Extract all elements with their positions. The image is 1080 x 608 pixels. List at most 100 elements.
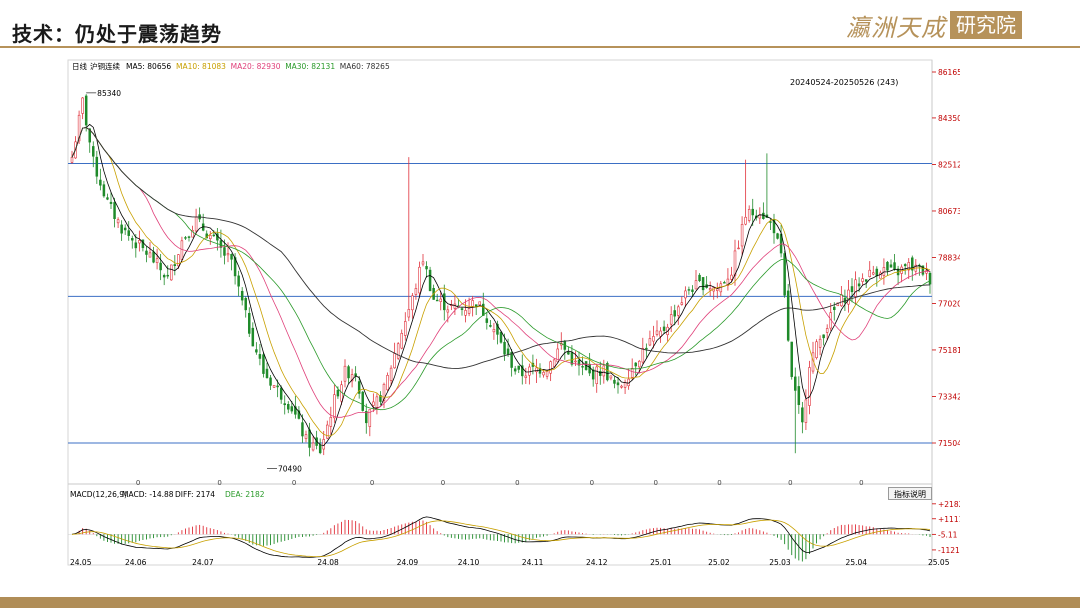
candle-body bbox=[84, 95, 88, 126]
candle-body bbox=[556, 348, 559, 363]
x-tick-label: 24.10 bbox=[458, 558, 480, 567]
candle-body bbox=[148, 252, 152, 258]
candle-body bbox=[623, 382, 627, 388]
candle-body bbox=[595, 366, 598, 384]
candle-body bbox=[634, 362, 637, 367]
candle-body bbox=[123, 227, 127, 231]
candle-body bbox=[404, 321, 407, 336]
candle-body bbox=[638, 360, 641, 368]
ma-legend-ma60: MA60: 78265 bbox=[340, 62, 390, 71]
candle-body bbox=[694, 280, 698, 290]
macd-tick-label: +1111 bbox=[938, 515, 960, 524]
candle-body bbox=[304, 434, 308, 439]
candle-body bbox=[418, 266, 421, 294]
candle-body bbox=[382, 383, 386, 401]
price-tick-label: 75181 bbox=[938, 346, 960, 355]
candle-body bbox=[439, 298, 442, 302]
candle-body bbox=[131, 238, 134, 241]
candle-body bbox=[92, 146, 95, 157]
x-mini-tick: 0 bbox=[217, 479, 221, 487]
candle-body bbox=[489, 325, 492, 327]
candle-body bbox=[680, 302, 684, 305]
candle-body bbox=[889, 264, 893, 268]
candle-body bbox=[815, 341, 818, 359]
candle-body bbox=[297, 410, 301, 419]
brand-box: 研究院 bbox=[950, 11, 1022, 39]
candle-body bbox=[708, 288, 712, 291]
candle-body bbox=[446, 309, 450, 313]
candle-body bbox=[180, 240, 184, 260]
candle-body bbox=[769, 221, 772, 223]
candle-body bbox=[684, 290, 687, 299]
candle-body bbox=[336, 389, 340, 397]
brand-name: 瀛洲天成 bbox=[846, 13, 946, 42]
candle-body bbox=[70, 156, 74, 163]
candle-body bbox=[591, 369, 595, 380]
candle-body bbox=[170, 264, 173, 281]
candle-body bbox=[350, 374, 354, 382]
candle-body bbox=[145, 250, 148, 255]
candle-body bbox=[581, 366, 584, 368]
candle-body bbox=[677, 306, 680, 316]
macd-tick-label: -1121 bbox=[938, 546, 960, 555]
candle-body bbox=[875, 268, 879, 277]
candle-body bbox=[269, 377, 272, 386]
x-tick-label: 25.01 bbox=[650, 558, 672, 567]
ma-legend: 日线 沪铜连续 MA5: 80656 MA10: 81083 MA20: 82930 MA… bbox=[72, 61, 390, 71]
candle-body bbox=[162, 275, 166, 278]
x-mini-tick: 0 bbox=[136, 479, 140, 487]
diff-line bbox=[71, 516, 931, 558]
candle-body bbox=[308, 429, 311, 448]
candle-body bbox=[283, 403, 286, 406]
candle-body bbox=[751, 208, 754, 216]
candle-body bbox=[907, 262, 910, 271]
candle-body bbox=[698, 274, 701, 282]
candle-body bbox=[911, 257, 914, 271]
candle-body bbox=[872, 272, 875, 275]
candle-body bbox=[357, 381, 361, 394]
ma5-line bbox=[71, 123, 931, 447]
candle-body bbox=[606, 362, 609, 381]
indicator-help-button[interactable]: 指标说明 bbox=[888, 487, 932, 500]
candle-body bbox=[173, 264, 177, 266]
candle-body bbox=[506, 348, 510, 355]
x-mini-tick: 0 bbox=[717, 479, 721, 487]
candle-body bbox=[840, 294, 843, 307]
candle-body bbox=[818, 338, 822, 348]
macd-dea: DEA: 2182 bbox=[225, 490, 265, 499]
x-tick-label: 24.06 bbox=[125, 558, 147, 567]
brand-logo: 瀛洲天成 研究院 bbox=[846, 10, 1058, 42]
candle-body bbox=[655, 330, 659, 335]
candle-body bbox=[407, 309, 411, 318]
candle-body bbox=[272, 385, 276, 388]
candle-body bbox=[879, 272, 882, 279]
x-mini-tick: 0 bbox=[515, 479, 519, 487]
ma30-line bbox=[71, 127, 931, 411]
candle-body bbox=[361, 391, 364, 411]
candle-body bbox=[248, 312, 251, 334]
candle-body bbox=[545, 371, 549, 377]
candle-body bbox=[900, 266, 903, 274]
candle-body bbox=[903, 264, 907, 267]
candle-body bbox=[570, 352, 574, 365]
candle-body bbox=[726, 278, 730, 286]
candle-body bbox=[287, 404, 290, 410]
candle-body bbox=[528, 366, 531, 376]
price-tick-label: 73342 bbox=[938, 392, 960, 401]
candle-body bbox=[474, 304, 478, 307]
candle-body bbox=[538, 367, 542, 374]
candle-body bbox=[794, 376, 797, 391]
candle-body bbox=[503, 341, 506, 355]
candle-body bbox=[662, 326, 666, 331]
candle-body bbox=[81, 97, 84, 114]
candlestick-chart: 日线 沪铜连续 MA5: 80656 MA10: 81083 MA20: 82930 MA… bbox=[67, 59, 960, 567]
candle-body bbox=[833, 306, 836, 311]
candle-body bbox=[577, 359, 581, 366]
instrument-label: 沪铜连续 bbox=[90, 61, 120, 71]
candle-body bbox=[673, 310, 676, 317]
candle-body bbox=[400, 332, 403, 349]
candle-body bbox=[772, 219, 776, 234]
candle-body bbox=[159, 262, 162, 271]
annotation-low: 70490 bbox=[278, 465, 302, 474]
candle-body bbox=[209, 235, 212, 240]
